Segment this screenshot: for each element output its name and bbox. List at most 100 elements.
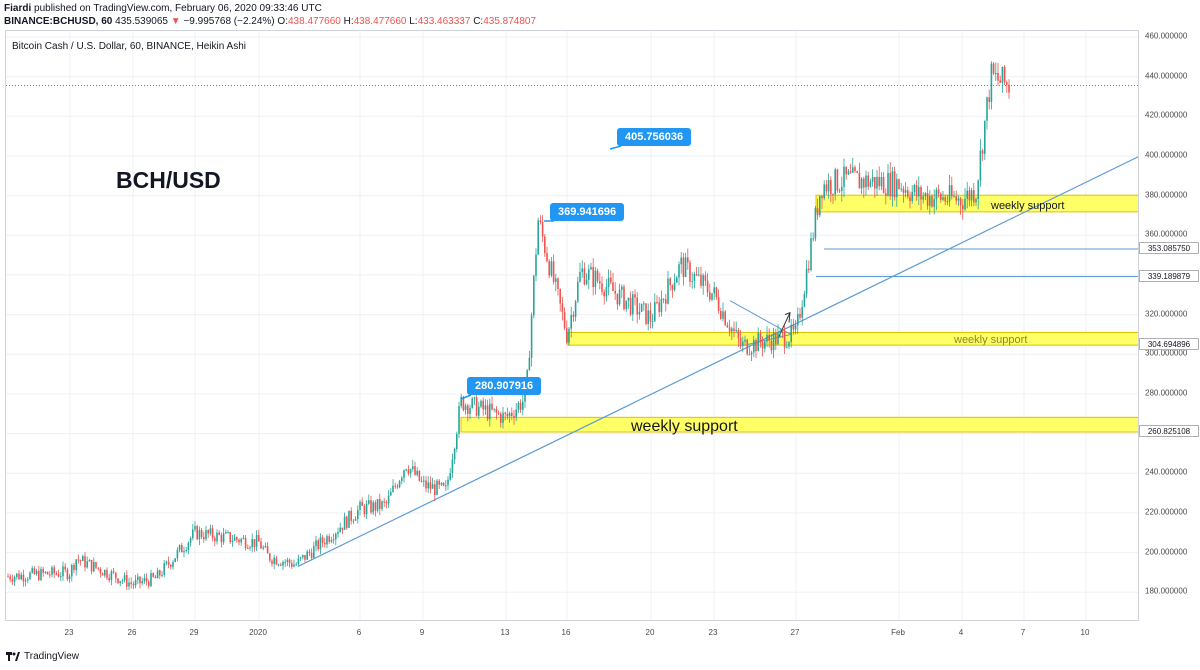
trendline[interactable]: [297, 156, 1139, 568]
candle-body: [909, 196, 911, 202]
candle-body: [275, 557, 278, 565]
candle-body: [887, 172, 889, 196]
candle-body: [440, 482, 443, 485]
price-tick-label: 280.000000: [1145, 388, 1188, 398]
change-down-icon: ▼: [170, 16, 181, 27]
candle-body: [266, 546, 269, 554]
candle-body: [148, 581, 150, 587]
candle-body: [108, 577, 110, 581]
candle-body: [825, 184, 828, 192]
candle-body: [381, 501, 383, 509]
price-axis[interactable]: 180.000000 200.000000 220.000000 240.000000…: [1139, 30, 1200, 621]
candle-body: [117, 578, 119, 584]
tradingview-brand: TradingView: [24, 651, 80, 662]
candle-body: [423, 480, 425, 482]
candle-body: [449, 473, 451, 480]
candle-body: [896, 179, 898, 198]
time-axis[interactable]: 23 26 29 2020 6 9 13 16 20 23 27 Feb 4 7 10: [5, 621, 1139, 643]
candle-body: [13, 577, 16, 582]
price-level-label[interactable]: 353.085750: [1139, 241, 1199, 254]
candle-body: [799, 313, 801, 318]
symbol: BINANCE:BCHUSD, 60: [4, 16, 113, 27]
candle-body: [478, 406, 480, 416]
candle-body: [130, 582, 132, 585]
candle-body: [695, 273, 698, 276]
candle-body: [594, 270, 597, 288]
support-zone[interactable]: [460, 416, 1139, 433]
candle-body: [269, 553, 271, 561]
candle-body: [665, 299, 667, 304]
candle-body: [18, 573, 20, 580]
candle-body: [456, 433, 458, 450]
candle-body: [401, 477, 403, 482]
candle-body: [291, 563, 293, 567]
candle-body: [834, 169, 836, 195]
candle-body: [893, 171, 896, 198]
candle-body: [16, 573, 18, 578]
candle-body: [700, 274, 702, 286]
price-callout[interactable]: 369.941696: [550, 203, 625, 221]
publish-line: Fiardi published on TradingView.com, Feb…: [4, 2, 322, 15]
candle-body: [629, 297, 632, 315]
candle-body: [513, 415, 515, 418]
candle-body: [790, 324, 792, 343]
candle-body: [783, 331, 786, 348]
price-level-label[interactable]: 304.694896: [1139, 337, 1199, 350]
published-text: published on TradingView.com, February 0…: [34, 3, 322, 14]
price-level-label[interactable]: 339.189879: [1139, 269, 1199, 282]
candle-body: [348, 510, 350, 528]
price-chart[interactable]: [6, 31, 1139, 621]
candle-body: [757, 333, 759, 352]
price-tick-label: 300.000000: [1145, 348, 1188, 358]
price-callout[interactable]: 405.756036: [617, 128, 692, 146]
candle-body: [964, 198, 966, 210]
candle-body: [346, 516, 348, 528]
candle-body: [112, 571, 115, 573]
candle-body: [660, 298, 663, 313]
candle-body: [616, 293, 619, 305]
tradingview-logo[interactable]: TradingView: [6, 651, 79, 662]
candle-body: [933, 199, 935, 207]
candle-body: [185, 549, 187, 552]
candle-body: [689, 262, 691, 282]
candle-body: [183, 551, 185, 553]
candle-body: [590, 267, 592, 270]
candle-body: [497, 412, 500, 414]
candle-body: [517, 403, 520, 410]
candle-body: [706, 280, 709, 293]
candle-body: [830, 180, 832, 195]
candle-body: [766, 334, 768, 342]
candle-body: [715, 287, 718, 298]
candle-body: [253, 539, 256, 547]
candle-body: [874, 177, 876, 189]
candle-body: [801, 306, 803, 318]
candle-body: [484, 405, 487, 410]
author-name[interactable]: Fiardi: [4, 3, 32, 14]
symbol-info-line: BINANCE:BCHUSD, 60 435.539065 ▼ −9.99576…: [4, 15, 536, 28]
candle-body: [27, 579, 29, 581]
candle-body: [200, 530, 203, 538]
price-callout[interactable]: 280.907916: [467, 377, 542, 395]
chart-plot-area[interactable]: Bitcoin Cash / U.S. Dollar, 60, BINANCE,…: [5, 30, 1139, 621]
candle-body: [282, 562, 284, 566]
candle-body: [436, 480, 438, 495]
candle-body: [249, 547, 251, 549]
candle-body: [42, 569, 44, 573]
candle-body: [174, 558, 176, 562]
candle-body: [244, 537, 247, 548]
candle-body: [394, 485, 396, 487]
candle-body: [511, 412, 513, 416]
price-tick-label: 380.000000: [1145, 190, 1188, 200]
candle-body: [900, 188, 902, 190]
chart-legend-title: Bitcoin Cash / U.S. Dollar, 60, BINANCE,…: [12, 41, 246, 52]
candle-body: [385, 502, 388, 504]
candle-body: [737, 329, 740, 339]
candle-body: [673, 282, 676, 290]
candle-body: [680, 257, 682, 265]
close-value: 435.874807: [483, 16, 537, 27]
candle-body: [286, 559, 289, 562]
candle-body: [658, 302, 660, 313]
candle-body: [797, 313, 799, 326]
price-level-label[interactable]: 260.825108: [1139, 424, 1199, 437]
support-zone[interactable]: [567, 331, 1139, 346]
